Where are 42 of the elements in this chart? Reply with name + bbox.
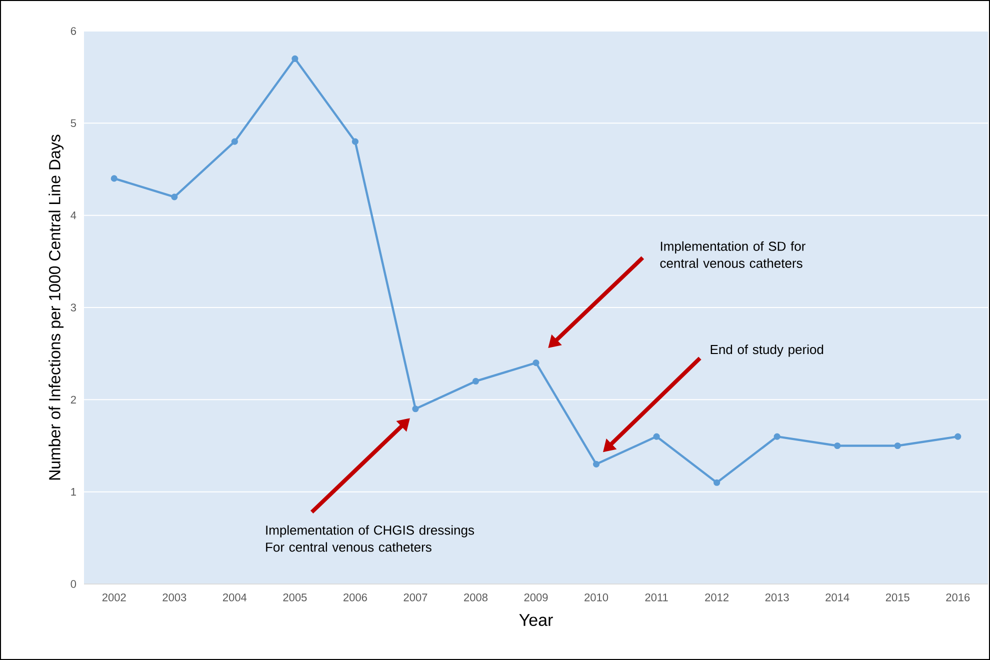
annotation: Implementation of SD for central venous catheters	[660, 241, 806, 268]
x-tick-label: 2009	[524, 594, 548, 602]
y-tick-label: 1	[71, 488, 76, 496]
point	[292, 55, 298, 62]
point	[352, 138, 358, 145]
point	[774, 433, 780, 440]
point	[592, 460, 600, 468]
point	[472, 378, 480, 385]
x-tick-label: 2004	[222, 594, 247, 602]
point	[412, 406, 419, 412]
y-tick-label: 6	[70, 27, 76, 35]
x-tick-label: 2011	[645, 594, 668, 602]
x-tick-label: 2003	[162, 594, 186, 602]
point	[532, 360, 540, 366]
x-axis-title: Year	[519, 614, 553, 626]
x-tick-label: 2014	[826, 594, 850, 602]
x-tick-label: 2010	[584, 594, 608, 602]
annotation: End of study period	[710, 344, 824, 357]
x-tick-label: 2008	[464, 594, 488, 602]
x-tick-label: 2016	[946, 594, 970, 602]
y-tick-label: 0	[70, 580, 76, 588]
annotation: Implementation of CHGIS dressings For central venous catheters	[266, 525, 474, 552]
x-tick-label: 2007	[404, 594, 428, 602]
y-tick-label: 4	[70, 212, 76, 220]
x-tick-label: 2002	[102, 594, 126, 602]
point	[954, 433, 962, 440]
y-tick-label: 3	[70, 304, 76, 312]
y-tick-label: 5	[70, 119, 76, 128]
point	[231, 138, 238, 145]
x-tick-label: 2005	[283, 594, 307, 602]
y-tick-label: 2	[70, 396, 76, 404]
point	[110, 175, 118, 182]
x-tick-label: 2015	[886, 594, 910, 602]
x-tick-label: 2012	[705, 594, 728, 602]
y-axis-title: Number of Infections per 1000 Central Line Days	[48, 134, 64, 480]
point	[714, 479, 720, 486]
x-tick-label: 2013	[765, 594, 789, 602]
point	[894, 442, 901, 450]
point	[171, 194, 178, 200]
point	[653, 433, 660, 440]
x-tick-label: 2006	[344, 594, 367, 602]
point	[834, 442, 841, 450]
